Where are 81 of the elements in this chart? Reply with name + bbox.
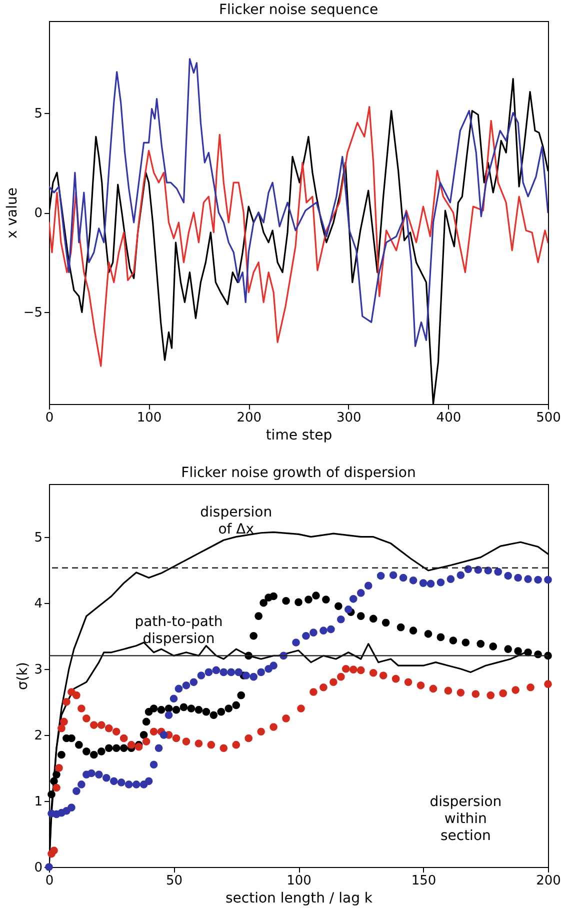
point: [62, 698, 70, 706]
x-tick-label: 0: [45, 874, 54, 888]
point: [349, 666, 358, 674]
point: [52, 784, 60, 792]
annotation: path-to-path dispersion: [134, 614, 223, 647]
point: [429, 684, 438, 693]
point: [82, 714, 90, 722]
point: [392, 674, 400, 683]
point: [270, 723, 278, 731]
point: [104, 724, 113, 732]
x-tick-label: 500: [536, 410, 561, 426]
x-tick-label: 50: [166, 874, 183, 888]
point: [512, 686, 520, 694]
point: [297, 704, 305, 712]
point: [356, 666, 365, 674]
point: [232, 740, 240, 749]
x-tick-label: 400: [436, 410, 462, 426]
line-series: [49, 58, 548, 347]
y-tick-label: 5: [34, 106, 42, 122]
chart-title: Flicker noise growth of dispersion: [181, 465, 416, 481]
annotation: dispersion within section: [430, 794, 502, 844]
point: [282, 714, 290, 722]
x-tick-label: 150: [411, 874, 436, 888]
point: [60, 718, 68, 726]
y-tick-label: −5: [23, 306, 42, 321]
point: [127, 740, 136, 749]
point: [472, 690, 480, 698]
point: [369, 668, 378, 677]
point: [142, 738, 150, 746]
x-axis-title: section length / lag k: [225, 890, 374, 906]
point: [544, 680, 552, 688]
point: [120, 734, 128, 742]
chart-title: Flicker noise sequence: [218, 2, 378, 18]
point: [310, 688, 318, 696]
y-axis-title: x value: [4, 188, 20, 238]
x-tick-label: 100: [286, 874, 312, 888]
point: [456, 688, 465, 697]
y-axis-title: σ(k): [15, 662, 32, 690]
y-tick-label: 0: [34, 206, 42, 221]
x-tick-label: 200: [536, 874, 561, 888]
point: [337, 672, 345, 681]
y-tick-label: 2: [34, 728, 42, 744]
point: [244, 734, 253, 742]
annotation: dispersion of Δx: [200, 504, 272, 538]
point: [342, 664, 350, 673]
y-tick-label: 1: [34, 794, 42, 810]
point: [50, 846, 58, 854]
point: [444, 686, 452, 695]
point: [172, 734, 180, 742]
point: [78, 704, 86, 712]
y-tick-label: 5: [34, 530, 42, 546]
x-tick-label: 300: [336, 410, 362, 426]
point: [220, 744, 228, 752]
point: [112, 728, 120, 736]
point: [379, 672, 388, 680]
y-tick-label: 0: [34, 860, 42, 876]
x-tick-label: 100: [136, 410, 162, 426]
point: [182, 738, 190, 746]
x-tick-label: 200: [236, 410, 262, 426]
point: [194, 740, 203, 748]
point: [90, 721, 98, 729]
point: [68, 688, 76, 696]
y-tick-label: 4: [34, 596, 42, 612]
point: [72, 691, 80, 700]
point: [150, 728, 158, 736]
point: [416, 681, 425, 690]
point: [499, 689, 508, 698]
point: [330, 678, 338, 686]
point: [97, 721, 106, 729]
y-tick-label: 3: [34, 662, 42, 678]
x-axis-title: time step: [266, 428, 332, 444]
point: [404, 678, 412, 686]
point: [207, 740, 216, 749]
point: [55, 764, 63, 772]
point: [486, 691, 495, 700]
line-series: [49, 106, 548, 367]
point: [257, 728, 265, 736]
point: [58, 724, 66, 732]
x-tick-label: 0: [45, 410, 54, 426]
point: [526, 683, 534, 692]
point: [320, 683, 328, 692]
